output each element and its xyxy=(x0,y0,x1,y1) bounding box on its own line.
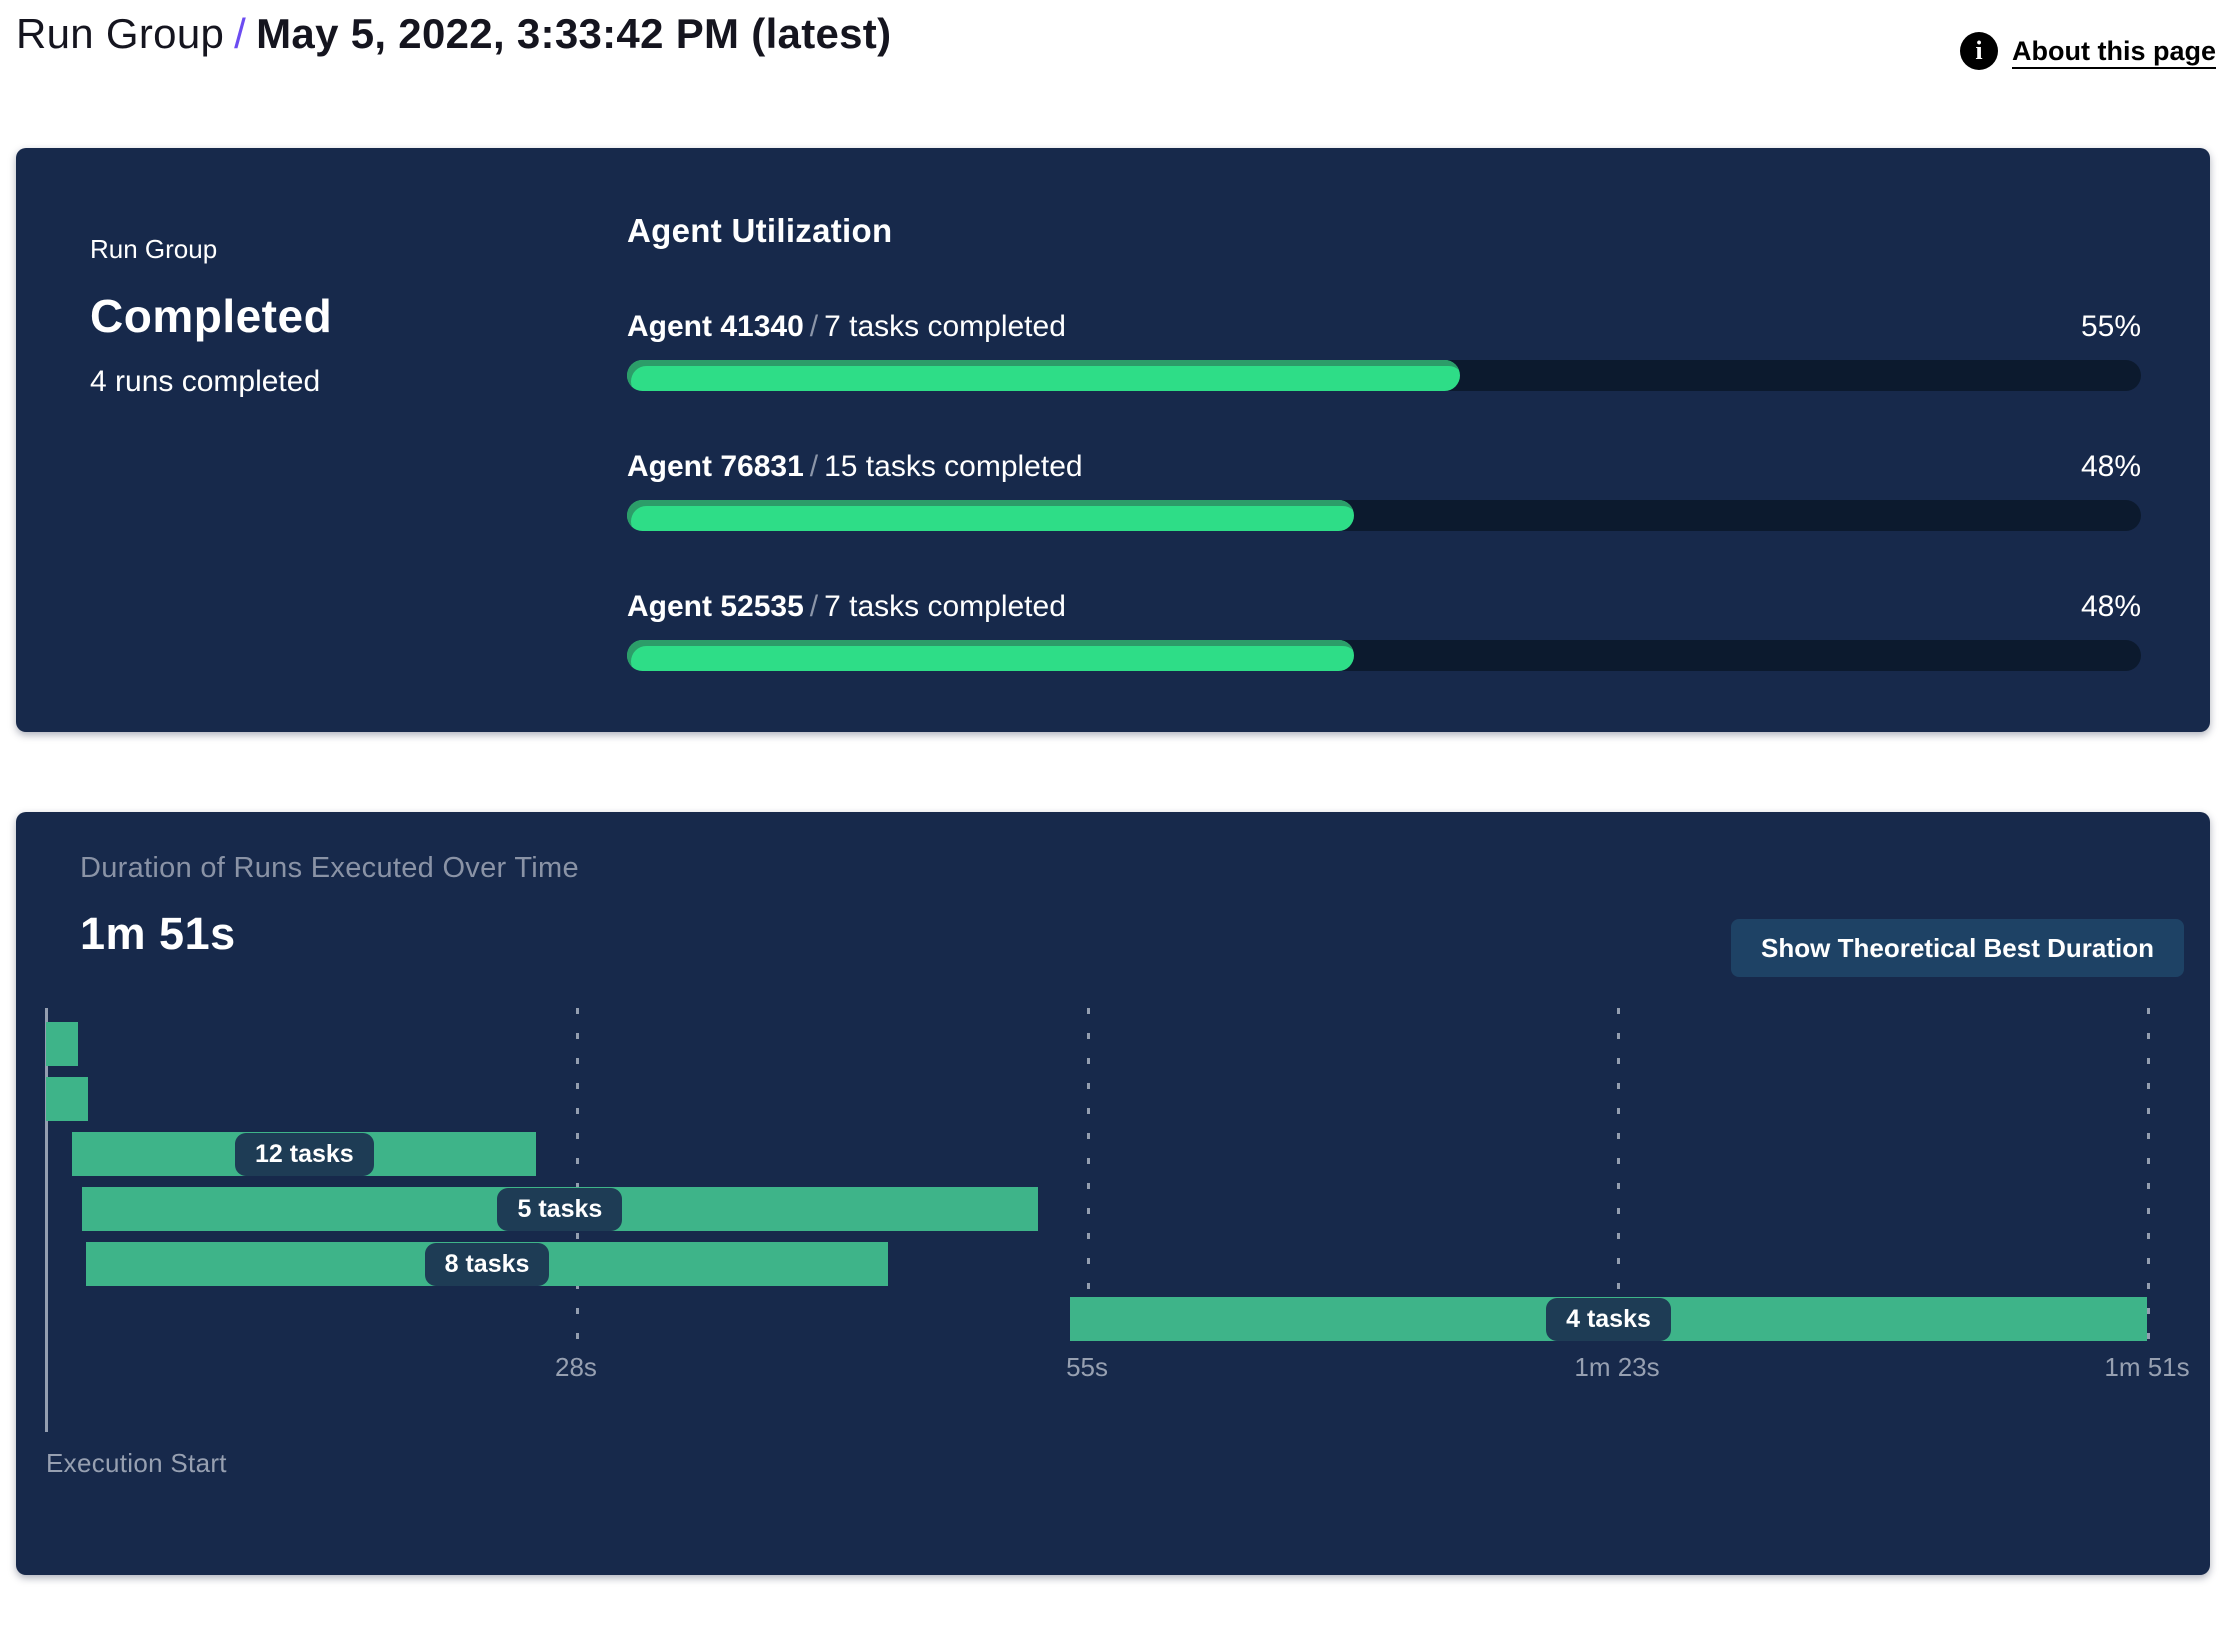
agent-utilization-section: Agent Utilization Agent 41340/7 tasks co… xyxy=(627,212,2141,732)
agent-utilization-rows: Agent 41340/7 tasks completed 55% Agent … xyxy=(627,310,2141,671)
agent-tasks-completed: 7 tasks completed xyxy=(824,590,1066,623)
agent-tasks-completed: 15 tasks completed xyxy=(824,450,1083,483)
about-this-page-label: About this page xyxy=(2012,35,2216,66)
run-group-label: Run Group xyxy=(90,234,218,264)
run-group-status: Completed xyxy=(90,290,333,342)
agent-name: Agent 76831 xyxy=(627,450,804,483)
info-icon: i xyxy=(1960,32,1998,70)
run-duration-bar[interactable]: 4 tasks xyxy=(1070,1297,2147,1341)
gantt-gridline xyxy=(1087,1008,1091,1342)
utilization-progress-fill xyxy=(627,500,1354,531)
utilization-progress-track xyxy=(627,640,2141,671)
about-this-page-link[interactable]: i About this page xyxy=(1960,32,2216,70)
duration-gantt-chart: 28s 55s 1m 23s 1m 51s 12 tasks 5 tasks 8 ta… xyxy=(45,1008,2190,1445)
task-count-pill: 5 tasks xyxy=(497,1187,623,1231)
agent-utilization-heading: Agent Utilization xyxy=(627,212,893,249)
agent-utilization-percent: 48% xyxy=(2080,590,2141,623)
agent-row-header: Agent 52535/7 tasks completed 48% xyxy=(627,590,2141,624)
utilization-progress-track xyxy=(627,360,2141,391)
run-duration-bar[interactable]: 5 tasks xyxy=(81,1187,1038,1231)
page-header: Run Group / May 5, 2022, 3:33:42 PM (lates… xyxy=(0,0,2240,120)
agent-utilization-row: Agent 41340/7 tasks completed 55% xyxy=(627,310,2141,391)
run-group-status-section: Run Group Completed 4 runs completed xyxy=(90,212,627,732)
agent-utilization-percent: 48% xyxy=(2080,450,2141,483)
run-duration-bar[interactable] xyxy=(46,1077,88,1121)
agent-row-header: Agent 76831/15 tasks completed 48% xyxy=(627,450,2141,484)
run-duration-bar[interactable]: 12 tasks xyxy=(72,1132,537,1176)
breadcrumb-separator: / xyxy=(234,10,247,57)
duration-chart-title: Duration of Runs Executed Over Time xyxy=(80,852,579,884)
agent-label-separator: / xyxy=(809,310,819,343)
execution-start-label: Execution Start xyxy=(46,1448,227,1478)
breadcrumb-run-group[interactable]: Run Group xyxy=(16,10,225,57)
agent-row-label: Agent 41340/7 tasks completed xyxy=(627,310,1066,344)
gantt-gridline xyxy=(575,1008,579,1342)
task-count-pill: 4 tasks xyxy=(1546,1297,1671,1341)
gantt-gridline xyxy=(1617,1008,1621,1342)
time-axis-tick-label: 28s xyxy=(555,1352,597,1382)
time-axis-tick-label: 55s xyxy=(1066,1352,1108,1382)
page-title: May 5, 2022, 3:33:42 PM (latest) xyxy=(256,10,892,57)
task-count-pill: 8 tasks xyxy=(424,1242,550,1286)
agent-label-separator: / xyxy=(809,450,819,483)
agent-tasks-completed: 7 tasks completed xyxy=(824,310,1066,343)
agent-row-header: Agent 41340/7 tasks completed 55% xyxy=(627,310,2141,344)
execution-start-axis-line xyxy=(45,1008,48,1432)
breadcrumb: Run Group / May 5, 2022, 3:33:42 PM (lates… xyxy=(16,10,891,58)
agent-utilization-percent: 55% xyxy=(2080,310,2141,343)
run-duration-bar[interactable]: 8 tasks xyxy=(85,1242,889,1286)
show-theoretical-best-duration-button[interactable]: Show Theoretical Best Duration xyxy=(1731,919,2184,977)
time-axis-tick-label: 1m 23s xyxy=(1574,1352,1660,1382)
utilization-progress-track xyxy=(627,500,2141,531)
agent-name: Agent 52535 xyxy=(627,590,804,623)
agent-utilization-row: Agent 76831/15 tasks completed 48% xyxy=(627,450,2141,531)
time-axis-tick-label: 1m 51s xyxy=(2104,1352,2190,1382)
agent-label-separator: / xyxy=(809,590,819,623)
agent-row-label: Agent 52535/7 tasks completed xyxy=(627,590,1066,624)
task-count-pill: 12 tasks xyxy=(234,1132,374,1176)
utilization-progress-fill xyxy=(627,640,1354,671)
utilization-progress-fill xyxy=(627,360,1460,391)
duration-chart-panel: Duration of Runs Executed Over Time 1m 5… xyxy=(16,812,2210,1575)
run-duration-bar[interactable] xyxy=(46,1022,79,1066)
gantt-gridline xyxy=(2147,1008,2150,1342)
agent-row-label: Agent 76831/15 tasks completed xyxy=(627,450,1083,484)
runs-completed-count: 4 runs completed xyxy=(90,365,321,398)
total-duration-value: 1m 51s xyxy=(80,908,236,959)
run-group-summary-panel: Run Group Completed 4 runs completed Age… xyxy=(16,148,2210,732)
agent-name: Agent 41340 xyxy=(627,310,804,343)
agent-utilization-row: Agent 52535/7 tasks completed 48% xyxy=(627,590,2141,671)
